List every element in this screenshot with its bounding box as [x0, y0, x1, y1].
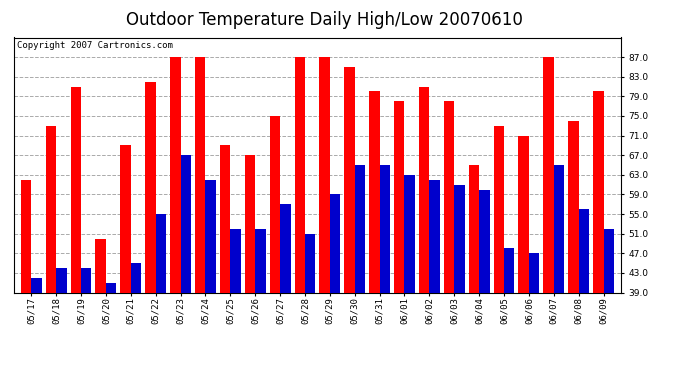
Bar	[569, 121, 579, 292]
Bar	[529, 253, 540, 292]
Bar	[454, 184, 465, 292]
Bar	[369, 92, 380, 292]
Bar	[255, 229, 266, 292]
Bar	[355, 165, 365, 292]
Bar	[429, 180, 440, 292]
Bar	[181, 155, 191, 292]
Bar	[554, 165, 564, 292]
Bar	[394, 101, 404, 292]
Bar	[444, 101, 454, 292]
Bar	[120, 146, 131, 292]
Bar	[245, 155, 255, 292]
Bar	[206, 180, 216, 292]
Bar	[319, 57, 330, 292]
Text: Outdoor Temperature Daily High/Low 20070610: Outdoor Temperature Daily High/Low 20070…	[126, 11, 523, 29]
Bar	[145, 82, 156, 292]
Bar	[543, 57, 554, 292]
Bar	[21, 180, 31, 292]
Bar	[469, 165, 479, 292]
Bar	[195, 57, 206, 292]
Bar	[220, 146, 230, 292]
Bar	[46, 126, 56, 292]
Bar	[131, 263, 141, 292]
Bar	[493, 126, 504, 292]
Bar	[330, 194, 340, 292]
Bar	[95, 238, 106, 292]
Bar	[70, 87, 81, 292]
Bar	[380, 165, 390, 292]
Bar	[419, 87, 429, 292]
Bar	[31, 278, 41, 292]
Bar	[156, 214, 166, 292]
Text: Copyright 2007 Cartronics.com: Copyright 2007 Cartronics.com	[17, 41, 172, 50]
Bar	[593, 92, 604, 292]
Bar	[579, 209, 589, 292]
Bar	[280, 204, 290, 292]
Bar	[270, 116, 280, 292]
Bar	[230, 229, 241, 292]
Bar	[106, 283, 117, 292]
Bar	[604, 229, 614, 292]
Bar	[518, 136, 529, 292]
Bar	[504, 248, 515, 292]
Bar	[81, 268, 92, 292]
Bar	[170, 57, 181, 292]
Bar	[295, 57, 305, 292]
Bar	[56, 268, 66, 292]
Bar	[479, 189, 490, 292]
Bar	[305, 234, 315, 292]
Bar	[344, 67, 355, 292]
Bar	[404, 175, 415, 292]
